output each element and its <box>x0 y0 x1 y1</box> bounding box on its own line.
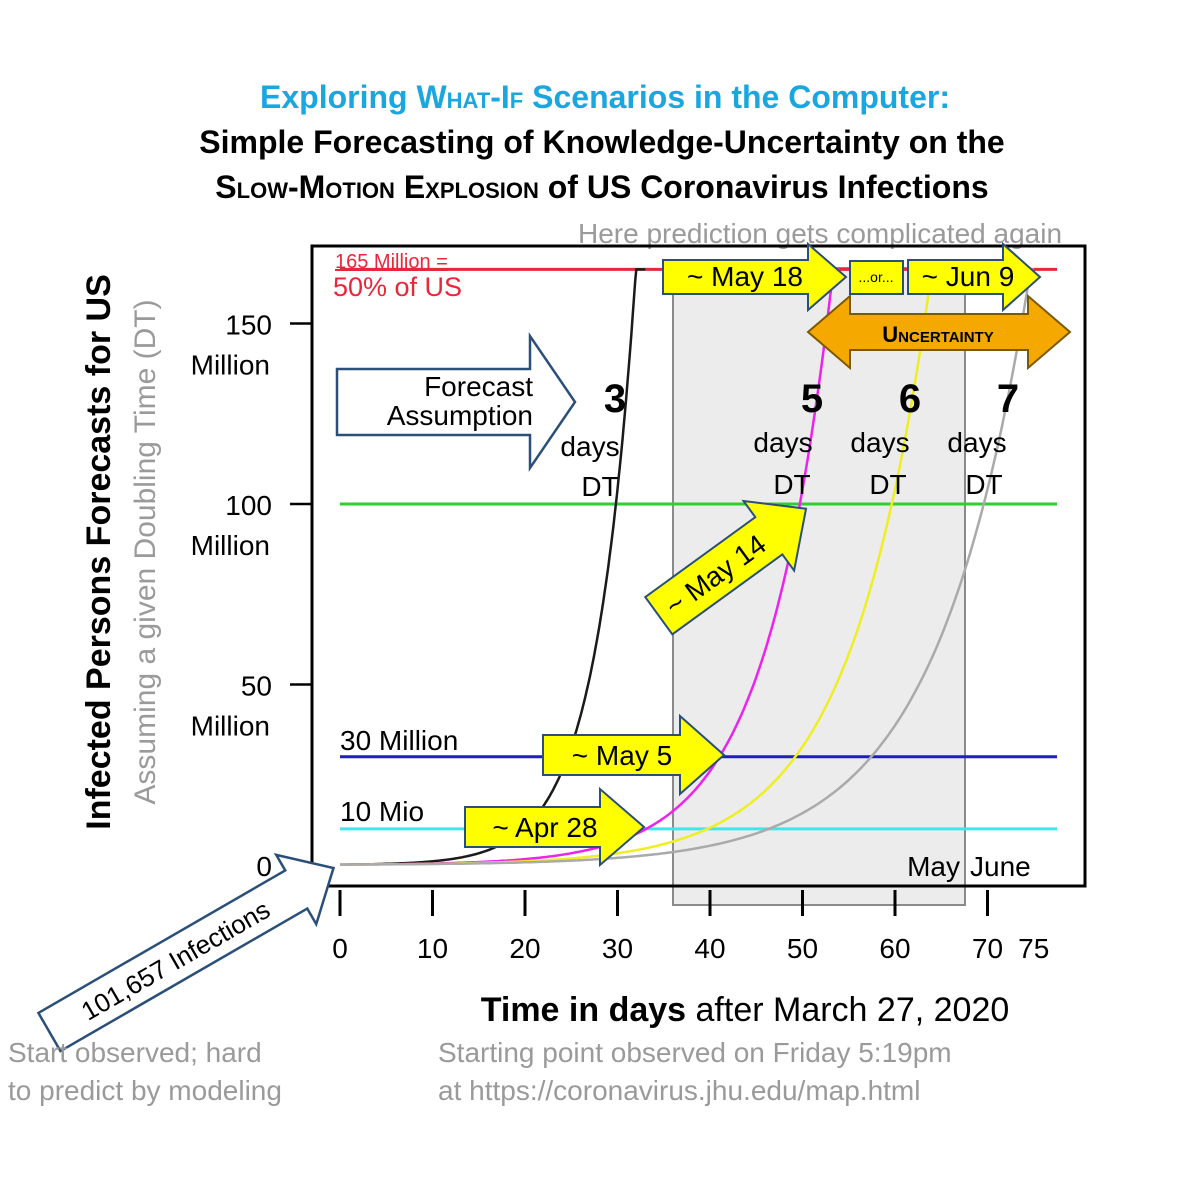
y-tick-sublabel: Million <box>191 350 270 381</box>
start-arrow-group: 101,657 Infections <box>36 852 336 1053</box>
curve-dt-7 <box>340 268 1034 866</box>
x-axis-title-bold: Time in days <box>481 991 686 1029</box>
forecast-label-1: Forecast <box>424 371 533 402</box>
x-tick-label: 30 <box>602 933 633 964</box>
may5-arrow <box>542 713 726 797</box>
dt-dt: DT <box>965 469 1002 500</box>
or-box <box>849 260 904 295</box>
note-left-2: to predict by modeling <box>8 1075 282 1106</box>
month-label-may: May <box>907 851 960 882</box>
y-tick-label: 0 <box>256 851 272 882</box>
note-left-1: Start observed; hard <box>8 1037 262 1068</box>
cyan-line-label: 10 Mio <box>340 796 424 827</box>
jun9-label: ~ Jun 9 <box>922 261 1015 292</box>
x-tick-label: 40 <box>694 933 725 964</box>
x-tick-label: 20 <box>509 933 540 964</box>
or-label: ...or... <box>858 269 893 285</box>
title-line-1: Exploring What-If Scenarios in the Compu… <box>260 79 950 115</box>
apr28-label: ~ Apr 28 <box>492 812 597 843</box>
apr28-arrow <box>464 786 646 868</box>
x-tick-label: 0 <box>332 933 348 964</box>
dt-dt: DT <box>773 469 810 500</box>
x-tick-label: 50 <box>787 933 818 964</box>
title-part: of US Coronavirus Infections <box>539 169 989 205</box>
y-tick-sublabel: Million <box>191 530 270 561</box>
dt-days: days <box>947 427 1006 458</box>
uncertainty-arrow <box>806 293 1072 371</box>
title-part: What-If <box>416 79 523 115</box>
y-axis-ticks: 150 Million 100 Million 50 Million 0 <box>191 310 312 882</box>
dt-dt: DT <box>869 469 906 500</box>
dt-label-7: 7 days DT <box>947 377 1019 500</box>
y-tick-label: 50 <box>241 671 272 702</box>
title-line-2: Simple Forecasting of Knowledge-Uncertai… <box>199 124 1004 160</box>
jun9-arrow <box>907 241 1042 313</box>
uncertainty-label: Uncertainty <box>882 322 993 347</box>
x-axis-title: Time in days after March 27, 2020 <box>481 991 1010 1029</box>
month-label-june: June <box>970 851 1031 882</box>
dt-label-6: 6 days DT <box>850 377 921 500</box>
y-tick-label: 150 <box>225 310 272 341</box>
title-part: Scenarios in the Computer: <box>523 79 950 115</box>
forecast-label-2: Assumption <box>387 400 533 431</box>
y-tick-sublabel: Million <box>191 711 270 742</box>
dt-days: days <box>753 427 812 458</box>
title-part: Exploring <box>260 79 416 115</box>
note-right-2: at https://coronavirus.jhu.edu/map.html <box>438 1075 920 1106</box>
dt-number: 6 <box>899 377 921 421</box>
start-arrow-label: 101,657 Infections <box>76 894 275 1026</box>
dt-number: 7 <box>997 377 1019 421</box>
dt-days: days <box>560 431 619 462</box>
x-axis-ticks: 0 10 20 30 40 50 60 70 75 <box>332 890 1049 964</box>
may18-label: ~ May 18 <box>687 261 803 292</box>
x-axis-title-rest: after March 27, 2020 <box>686 991 1009 1029</box>
red-line-label-1: 165 Million = <box>335 251 448 273</box>
dt-days: days <box>850 427 909 458</box>
top-note: Here prediction gets complicated again <box>578 218 1062 249</box>
forecast-assumption-arrow <box>335 331 577 473</box>
series-curves <box>340 268 1034 866</box>
title-line-3: Slow-Motion Explosion of US Coronavirus … <box>215 169 988 205</box>
may18-arrow <box>662 241 848 313</box>
plot-frame <box>310 244 1087 888</box>
dt-number: 5 <box>801 377 823 421</box>
dt-label-3: 3 days DT <box>560 377 626 502</box>
y-axis-title: Infected Persons Forecasts for US <box>80 274 118 830</box>
red-line-label-2: 50% of US <box>333 272 462 302</box>
x-tick-label: 75 <box>1018 933 1049 964</box>
y-axis-subtitle: Assuming a given Doubling Time (DT) <box>129 299 162 804</box>
dt-label-5: 5 days DT <box>753 377 823 500</box>
title-part: Slow-Motion Explosion <box>215 169 539 205</box>
x-tick-label: 60 <box>879 933 910 964</box>
may5-label: ~ May 5 <box>572 740 672 771</box>
y-tick-label: 100 <box>225 490 272 521</box>
may14-arrow <box>643 499 808 636</box>
blue-line-label: 30 Million <box>340 725 458 756</box>
x-tick-label: 10 <box>417 933 448 964</box>
x-tick-label: 70 <box>972 933 1003 964</box>
start-arrow <box>36 852 336 1053</box>
dt-number: 3 <box>604 377 626 421</box>
note-right-1: Starting point observed on Friday 5:19pm <box>438 1037 952 1068</box>
dt-dt: DT <box>581 471 618 502</box>
